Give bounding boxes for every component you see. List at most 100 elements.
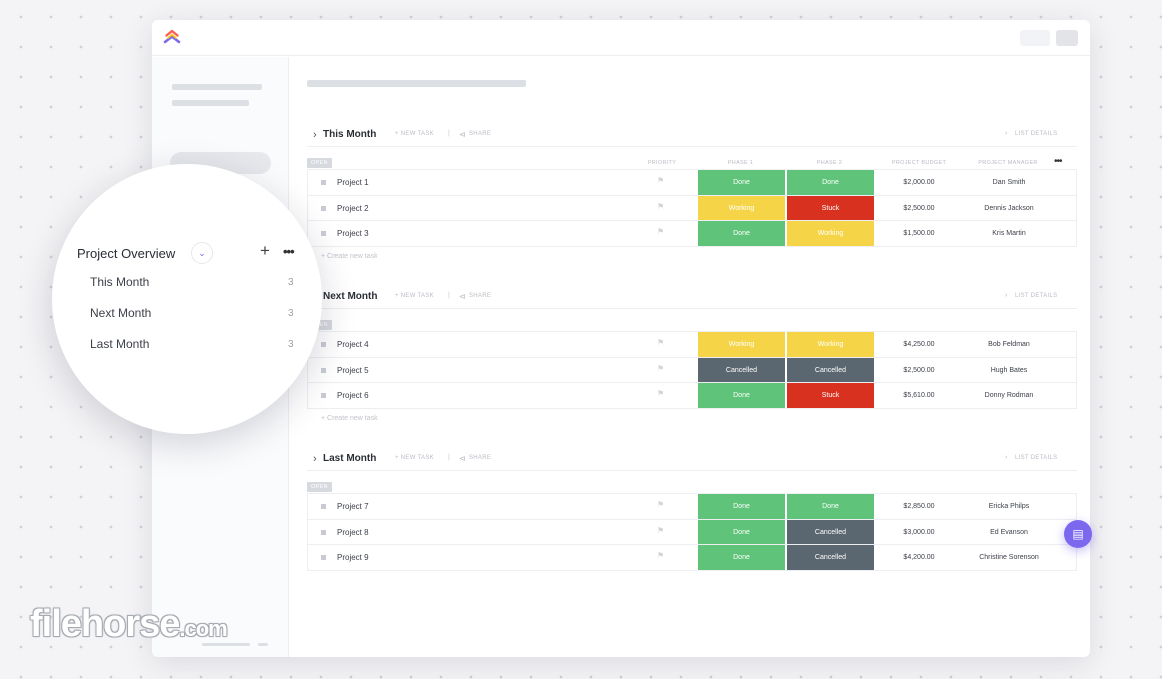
task-name[interactable]: Project 7 <box>337 502 369 511</box>
flag-icon[interactable]: ⚑ <box>657 525 665 535</box>
phase2-status[interactable]: Cancelled <box>787 519 874 545</box>
project-budget[interactable]: $2,000.00 <box>903 179 935 186</box>
top-button-placeholder-2[interactable] <box>1056 30 1078 46</box>
project-manager[interactable]: Ed Evanson <box>990 528 1028 536</box>
table-row[interactable]: Project 3 ⚑ Done Working $1,500.00 Kris Marti… <box>308 220 1076 246</box>
project-manager[interactable]: Donny Rodman <box>984 392 1034 399</box>
phase2-status[interactable]: Working <box>787 332 874 357</box>
flag-icon[interactable]: ⚑ <box>657 551 665 560</box>
phase2-status[interactable]: Cancelled <box>787 357 874 383</box>
project-manager[interactable]: Dennis Jackson <box>984 204 1034 212</box>
task-status-square[interactable] <box>321 367 326 373</box>
flag-icon[interactable]: ⚑ <box>657 176 665 185</box>
task-name[interactable]: Project 4 <box>337 340 369 349</box>
chevron-right-icon[interactable]: › <box>1005 130 1008 137</box>
column-header-manager[interactable]: PROJECT MANAGER <box>978 160 1038 166</box>
create-new-task-link[interactable]: + Create new task <box>321 252 378 260</box>
list-details-button[interactable]: LIST DETAILS <box>1015 131 1058 137</box>
sidebar-item-this-month[interactable]: This Month <box>90 275 150 289</box>
project-manager[interactable]: Ericka Philps <box>988 503 1030 510</box>
chevron-down-icon[interactable]: ⌄ <box>191 242 213 264</box>
group-title[interactable]: Last Month <box>323 453 377 464</box>
phase1-status[interactable]: Done <box>698 494 785 519</box>
sidebar-item-last-month[interactable]: Last Month <box>90 337 150 351</box>
project-budget[interactable]: $2,850.00 <box>903 503 935 510</box>
group-title[interactable]: Next Month <box>323 291 378 302</box>
top-button-placeholder[interactable] <box>1020 30 1050 46</box>
share-button[interactable]: SHARE <box>469 131 492 137</box>
project-budget[interactable]: $4,200.00 <box>903 554 935 561</box>
phase2-status[interactable]: Stuck <box>787 195 874 221</box>
project-budget[interactable]: $1,500.00 <box>903 230 935 237</box>
table-row[interactable]: Project 9 ⚑ Done Cancelled $4,200.00 Christin… <box>308 544 1076 570</box>
task-status-square[interactable] <box>321 342 326 347</box>
column-header-priority[interactable]: PRIORITY <box>647 160 677 166</box>
phase1-status[interactable]: Working <box>698 332 785 357</box>
list-details-button[interactable]: LIST DETAILS <box>1015 293 1058 299</box>
flag-icon[interactable]: ⚑ <box>657 201 665 211</box>
flag-icon[interactable]: ⚑ <box>657 389 665 398</box>
project-budget[interactable]: $5,610.00 <box>903 392 935 399</box>
more-icon[interactable]: ••• <box>1054 156 1062 167</box>
project-budget[interactable]: $2,500.00 <box>903 204 935 212</box>
table-row[interactable]: Project 1 ⚑ Done Done $2,000.00 Dan Smith <box>308 169 1076 195</box>
new-task-button[interactable]: + NEW TASK <box>395 293 434 299</box>
column-header-phase1[interactable]: PHASE 1 <box>727 160 754 166</box>
phase2-status[interactable]: Cancelled <box>787 545 874 570</box>
table-row[interactable]: Project 5 ⚑ Cancelled Cancelled $2,500.00 Hug… <box>308 356 1076 383</box>
chevron-right-icon[interactable]: › <box>313 129 317 141</box>
phase1-status[interactable]: Done <box>698 545 785 570</box>
share-icon[interactable]: ⊲ <box>459 130 466 139</box>
chevron-right-icon[interactable]: › <box>313 453 317 465</box>
flag-icon[interactable]: ⚑ <box>657 227 665 236</box>
task-name[interactable]: Project 3 <box>337 229 369 238</box>
flag-icon[interactable]: ⚑ <box>657 500 665 509</box>
project-manager[interactable]: Hugh Bates <box>990 366 1028 374</box>
column-header-phase2[interactable]: PHASE 2 <box>816 160 843 166</box>
phase1-status[interactable]: Done <box>698 383 785 408</box>
project-manager[interactable]: Christine Sorenson <box>979 554 1039 561</box>
share-icon[interactable]: ⊲ <box>459 292 466 301</box>
phase2-status[interactable]: Done <box>787 170 874 195</box>
phase1-status[interactable]: Done <box>698 221 785 246</box>
list-details-button[interactable]: LIST DETAILS <box>1015 455 1058 461</box>
project-manager[interactable]: Dan Smith <box>992 179 1026 186</box>
sidebar-item-next-month[interactable]: Next Month <box>90 306 152 320</box>
phase2-status[interactable]: Stuck <box>787 383 874 408</box>
task-name[interactable]: Project 1 <box>337 178 369 187</box>
table-row[interactable]: Project 6 ⚑ Done Stuck $5,610.00 Donny Rodman <box>308 382 1076 408</box>
phase1-status[interactable]: Cancelled <box>698 357 785 383</box>
task-status-square[interactable] <box>321 529 326 535</box>
table-row[interactable]: Project 4 ⚑ Working Working $4,250.00 Bob Fel… <box>308 331 1076 357</box>
project-manager[interactable]: Kris Martin <box>992 230 1026 237</box>
task-name[interactable]: Project 6 <box>337 391 369 400</box>
more-icon[interactable]: ••• <box>283 244 295 259</box>
phase2-status[interactable]: Done <box>787 494 874 519</box>
phase2-status[interactable]: Working <box>787 221 874 246</box>
task-status-square[interactable] <box>321 504 326 509</box>
notepad-button[interactable]: ▤ <box>1064 520 1092 548</box>
column-header-budget[interactable]: PROJECT BUDGET <box>891 160 947 166</box>
phase1-status[interactable]: Done <box>698 519 785 545</box>
task-status-square[interactable] <box>321 393 326 398</box>
task-status-square[interactable] <box>321 231 326 236</box>
new-task-button[interactable]: + NEW TASK <box>395 455 434 461</box>
task-name[interactable]: Project 5 <box>337 365 369 375</box>
share-button[interactable]: SHARE <box>469 293 492 299</box>
table-row[interactable]: Project 8 ⚑ Done Cancelled $3,000.00 Ed Evans… <box>308 518 1076 545</box>
chevron-right-icon[interactable]: › <box>1005 454 1008 461</box>
create-new-task-link[interactable]: + Create new task <box>321 414 378 422</box>
flag-icon[interactable]: ⚑ <box>657 338 665 347</box>
chevron-right-icon[interactable]: › <box>1005 292 1008 299</box>
flag-icon[interactable]: ⚑ <box>657 363 665 373</box>
new-task-button[interactable]: + NEW TASK <box>395 131 434 137</box>
phase1-status[interactable]: Done <box>698 170 785 195</box>
group-title[interactable]: This Month <box>323 129 377 140</box>
share-icon[interactable]: ⊲ <box>459 454 466 463</box>
task-status-square[interactable] <box>321 205 326 211</box>
table-row[interactable]: Project 7 ⚑ Done Done $2,850.00 Ericka Philps <box>308 493 1076 519</box>
task-name[interactable]: Project 9 <box>337 553 369 562</box>
task-status-square[interactable] <box>321 555 326 560</box>
project-budget[interactable]: $4,250.00 <box>903 341 935 348</box>
project-budget[interactable]: $2,500.00 <box>903 366 935 374</box>
